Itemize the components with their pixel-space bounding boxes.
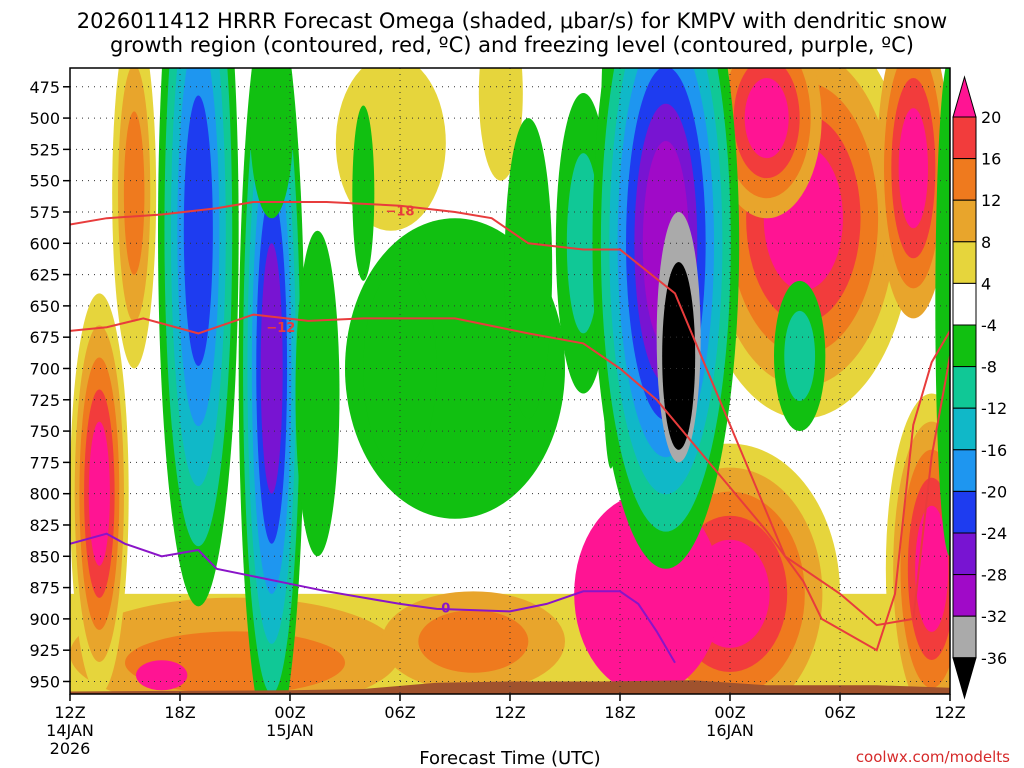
colorbar-label: 8 <box>981 233 991 252</box>
x-tick-year: 2026 <box>50 739 91 758</box>
omega-region <box>260 243 283 494</box>
omega-region <box>935 68 950 557</box>
isotherm-label: −18 <box>386 205 415 220</box>
omega-region <box>504 118 553 419</box>
colorbar-swatch <box>952 199 977 243</box>
y-tick-label: 850 <box>29 547 60 566</box>
terrain-fill <box>70 680 950 694</box>
colorbar-label: 20 <box>981 108 1001 127</box>
colorbar-swatch <box>952 407 977 451</box>
y-tick-label: 900 <box>29 610 60 629</box>
colorbar-cap-bottom <box>952 657 977 700</box>
x-tick-label: 18Z <box>164 703 195 722</box>
x-tick-label: 00Z <box>274 703 305 722</box>
isotherm-line <box>70 313 950 652</box>
x-tick-label: 06Z <box>384 703 415 722</box>
omega-region <box>352 105 375 281</box>
y-tick-label: 725 <box>29 391 60 410</box>
colorbar-swatch <box>952 490 977 534</box>
y-tick-label: 575 <box>29 203 60 222</box>
omega-region <box>478 68 523 181</box>
x-tick-date: 16JAN <box>706 721 754 740</box>
colorbar-legend: 20 16 12 8 4 -4 -8 -12 -16 -20 -24 -28 -32 -36 <box>952 75 1007 700</box>
isotherm-label: 0 <box>441 602 450 617</box>
colorbar-label: -36 <box>981 649 1007 668</box>
colorbar-swatch <box>952 366 977 409</box>
colorbar-swatch <box>952 615 977 659</box>
x-tick-label: 18Z <box>604 703 635 722</box>
omega-region <box>123 111 145 275</box>
colorbar-label: -8 <box>981 358 997 377</box>
y-tick-label: 925 <box>29 641 60 660</box>
terrain-layer <box>70 680 950 694</box>
colorbar-swatch <box>952 324 977 368</box>
isotherm-line <box>70 532 676 664</box>
omega-shading <box>70 68 950 694</box>
colorbar-label: -28 <box>981 566 1007 585</box>
grid-lines <box>70 68 950 694</box>
y-tick-label: 750 <box>29 422 60 441</box>
omega-region <box>136 660 188 691</box>
isotherm-line <box>70 201 950 627</box>
colorbar-label: -32 <box>981 607 1007 626</box>
y-tick-label: 625 <box>29 266 60 285</box>
y-tick-label: 775 <box>29 453 60 472</box>
x-tick-date: 14JAN <box>46 721 94 740</box>
y-tick-label: 800 <box>29 485 60 504</box>
colorbar-label: 4 <box>981 274 991 293</box>
colorbar-label: -24 <box>981 524 1007 543</box>
x-tick-label: 00Z <box>714 703 745 722</box>
y-tick-label: 825 <box>29 516 60 535</box>
contour-lines: −18 −12 0 <box>70 201 950 664</box>
isotherm-label: −12 <box>266 321 295 336</box>
colorbar-swatch <box>952 574 977 617</box>
colorbar-label: -16 <box>981 441 1007 460</box>
x-axis-label: Forecast Time (UTC) <box>419 748 600 768</box>
omega-region <box>662 262 696 450</box>
omega-region <box>784 310 816 402</box>
colorbar-label: -4 <box>981 316 997 335</box>
colorbar-swatch <box>952 532 977 576</box>
colorbar-swatch <box>952 116 977 160</box>
colorbar-cap-top <box>952 75 977 118</box>
y-tick-label: 475 <box>29 78 60 97</box>
x-tick-label: 06Z <box>824 703 855 722</box>
omega-region <box>183 95 213 366</box>
y-tick-label: 500 <box>29 109 60 128</box>
omega-region <box>88 421 110 566</box>
y-tick-label: 650 <box>29 297 60 316</box>
colorbar-label: -12 <box>981 399 1007 418</box>
x-tick-label: 12Z <box>54 703 85 722</box>
colorbar-label: 12 <box>981 191 1001 210</box>
y-tick-label: 700 <box>29 359 60 378</box>
omega-region <box>898 108 928 229</box>
colorbar-label: -20 <box>981 482 1007 501</box>
omega-region <box>566 153 600 334</box>
chart-title-line2: growth region (contoured, red, ºC) and f… <box>110 33 914 57</box>
x-tick-label: 12Z <box>934 703 965 722</box>
colorbar-swatch <box>952 449 977 492</box>
omega-region <box>249 68 294 219</box>
chart-title-line1: 2026011412 HRRR Forecast Omega (shaded, … <box>77 9 947 33</box>
colorbar-swatch <box>952 241 977 284</box>
x-tick-date: 15JAN <box>266 721 314 740</box>
omega-region <box>295 230 340 557</box>
y-tick-label: 675 <box>29 328 60 347</box>
omega-region <box>418 610 529 673</box>
y-tick-label: 875 <box>29 579 60 598</box>
colorbar-swatch <box>952 158 977 201</box>
y-tick-label: 550 <box>29 172 60 191</box>
y-tick-label: 950 <box>29 672 60 691</box>
y-tick-label: 525 <box>29 140 60 159</box>
credit-text: coolwx.com/modelts <box>856 748 1010 766</box>
colorbar-label: 16 <box>981 150 1001 169</box>
x-tick-label: 12Z <box>494 703 525 722</box>
pressure-axis: 475 500 525 550 575 600 625 650 675 700 725 750 775 8… <box>29 78 70 691</box>
colorbar-swatch <box>952 282 977 326</box>
y-tick-label: 600 <box>29 234 60 253</box>
